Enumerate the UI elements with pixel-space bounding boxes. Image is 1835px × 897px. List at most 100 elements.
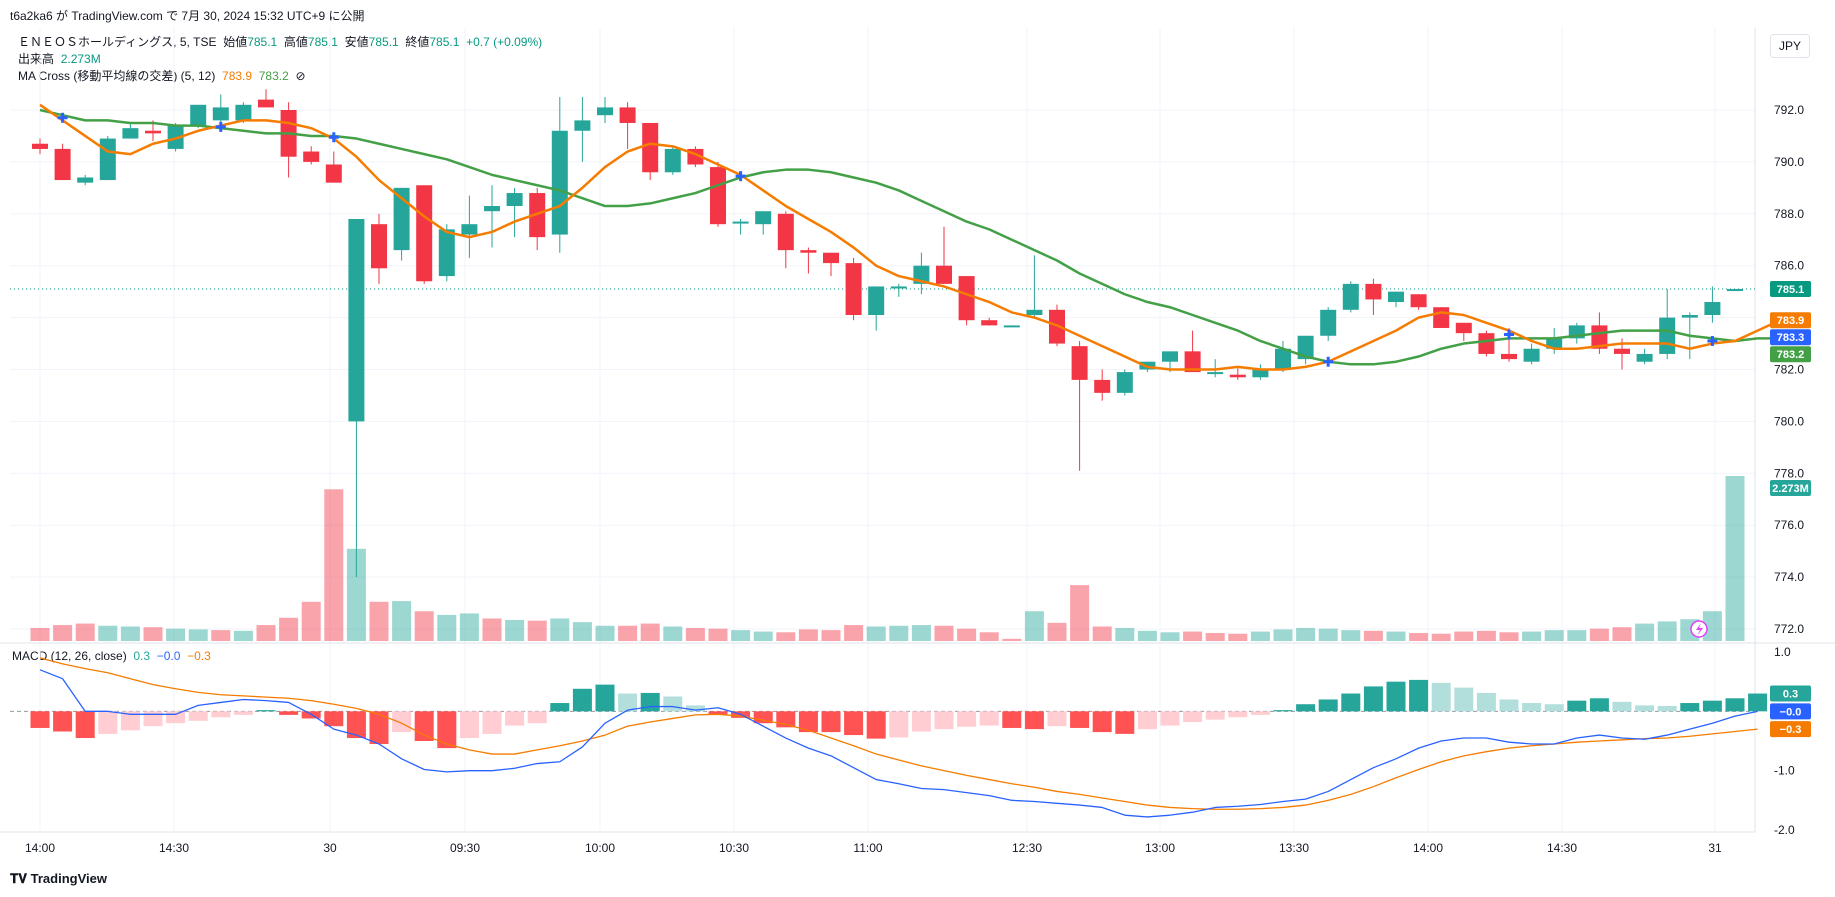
price-badge-text: 783.3 (1777, 332, 1805, 344)
macd-badge-text: 0.3 (1783, 689, 1798, 701)
ma-fast-line (39, 103, 1781, 371)
cross-marker (215, 121, 226, 132)
macd-tick-label: -2.0 (1774, 823, 1795, 837)
volume-bar (776, 632, 796, 641)
macd-hist-bar (1250, 711, 1270, 715)
macd-legend[interactable]: MACD (12, 26, close) 0.3 −0.0 −0.3 (12, 649, 211, 663)
volume-bar (30, 627, 50, 641)
low-label: 安値 (344, 35, 369, 49)
volume-bar (889, 625, 909, 641)
tradingview-logo[interactable]: 𝐓𝐕 TradingView (10, 871, 107, 887)
high-label: 高値 (283, 35, 308, 49)
time-tick-label: 31 (1708, 841, 1722, 855)
candle-body (642, 122, 659, 173)
volume-bar (166, 628, 186, 641)
cross-marker (1323, 356, 1334, 367)
candle-body (122, 128, 139, 139)
candle-body (506, 193, 523, 207)
candle-body (393, 187, 410, 251)
price-badge-bg (1770, 312, 1811, 329)
time-tick-label: 11:00 (853, 841, 882, 855)
low-value: 785.1 (368, 35, 399, 49)
volume-bar (798, 629, 818, 641)
macd-badge: 0.3 (1770, 685, 1811, 702)
macd-hist-bar (1047, 711, 1067, 727)
ma-hidden-icon[interactable]: ⊘ (295, 69, 306, 83)
ma-legend-row[interactable]: MA Cross (移動平均線の交差) (5, 12) 783.9 783.2 … (18, 68, 542, 85)
price-badge: 783.9 (1770, 312, 1811, 329)
macd-hist-bar (527, 711, 547, 724)
volume-bar (120, 626, 140, 641)
candle-body (890, 286, 907, 289)
volume-value: 2.273M (60, 52, 101, 66)
macd-hist-bar (279, 711, 299, 715)
volume-bar (527, 620, 547, 641)
tv-logo-text: TradingView (30, 871, 107, 886)
macd-hist-bar (256, 710, 276, 712)
macd-hist-bar (369, 711, 389, 744)
volume-bar (866, 626, 886, 641)
volume-legend-row[interactable]: 出来高 2.273M (18, 51, 542, 68)
candle-body (77, 177, 94, 183)
volume-bar (324, 489, 344, 641)
macd-hist-bar (1137, 711, 1157, 730)
candle-body (755, 211, 772, 225)
macd-signal-value: −0.3 (187, 649, 211, 663)
candle-body (1003, 325, 1020, 328)
macd-hist-bar (53, 711, 73, 732)
candle-body (303, 151, 320, 162)
candle-body (1320, 309, 1337, 336)
candle-body (461, 224, 478, 235)
macd-histogram (30, 679, 1768, 749)
macd-hist-bar (143, 711, 163, 727)
candle-body (1071, 346, 1088, 380)
macd-badge-text: −0.0 (1780, 706, 1802, 718)
macd-hist-bar (798, 711, 818, 733)
macd-signal-line (39, 657, 1758, 810)
macd-hist-bar (663, 696, 683, 712)
price-tick-label: 782.0 (1774, 363, 1804, 377)
volume-bar (550, 618, 570, 641)
macd-hist-bar (166, 711, 186, 724)
price-badge: 785.1 (1770, 281, 1811, 298)
volume-bar (482, 618, 502, 641)
candle-body (1704, 302, 1721, 316)
volume-bar (1092, 626, 1112, 641)
volume-bar (1702, 611, 1722, 641)
volume-bar (53, 625, 73, 641)
currency-button[interactable]: JPY (1770, 34, 1810, 58)
candle-body (1184, 351, 1201, 373)
volume-badge: 2.273M (1770, 480, 1811, 496)
price-tick-label: 776.0 (1774, 518, 1804, 532)
candle-body (823, 252, 839, 264)
time-tick-label: 13:00 (1145, 841, 1175, 855)
open-value: 785.1 (247, 35, 278, 49)
volume-bar (1454, 631, 1474, 641)
candle-body (1727, 289, 1743, 292)
macd-hist-bar (414, 711, 434, 741)
macd-hist-bar (1454, 687, 1474, 712)
price-tick-label: 780.0 (1774, 414, 1804, 428)
volume-bar (1612, 627, 1632, 641)
volume-bar (979, 632, 999, 641)
macd-hist-bar (1002, 711, 1022, 728)
price-tick-label: 786.0 (1774, 259, 1804, 273)
symbol-label[interactable]: ＥＮＥＯＳホールディングス, 5, TSE (18, 35, 217, 49)
volume-bar (279, 617, 299, 641)
volume-bar (911, 625, 931, 641)
macd-hist-bar (685, 705, 705, 712)
time-tick-label: 13:30 (1279, 841, 1309, 855)
volume-bar (414, 611, 434, 641)
lightning-icon-glyph (1696, 623, 1703, 636)
macd-hist-bar (1092, 711, 1112, 733)
macd-hist-bar (211, 711, 231, 718)
volume-bar (1657, 621, 1677, 641)
close-label: 終値 (405, 35, 430, 49)
volume-bar (1228, 633, 1248, 641)
candle-body (1365, 283, 1382, 300)
candle-body (258, 99, 274, 108)
macd-hist-bar (618, 693, 638, 712)
macd-hist-bar (1702, 700, 1722, 712)
volume-bar (211, 630, 231, 641)
